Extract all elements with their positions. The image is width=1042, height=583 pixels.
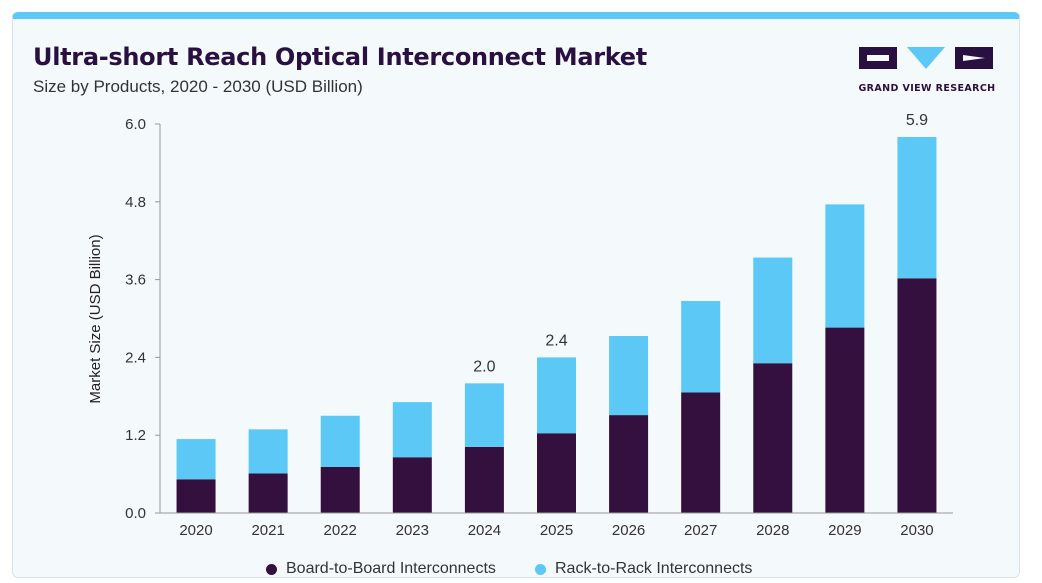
chart-subtitle: Size by Products, 2020 - 2030 (USD Billi… (33, 77, 363, 96)
legend-item-board: Board-to-Board Interconnects (266, 560, 496, 577)
legend-swatch-board (266, 563, 277, 575)
y-tick-label: 1.2 (125, 427, 146, 444)
logo-mark-icon (859, 47, 993, 69)
x-tick-label: 2028 (756, 522, 789, 539)
bar-rack-to-rack (753, 257, 793, 364)
bar-rack-to-rack (537, 357, 576, 434)
x-tick-label: 2020 (179, 522, 212, 539)
legend-label-rack: Rack-to-Rack Interconnects (555, 560, 753, 577)
bar-board-to-board (537, 433, 576, 513)
bar-rack-to-rack (609, 336, 649, 416)
grand-view-research-logo: GRAND VIEW RESEARCH (857, 45, 997, 95)
x-tick-label: 2029 (828, 522, 861, 539)
logo-text: GRAND VIEW RESEARCH (858, 83, 996, 94)
bar-board-to-board (825, 327, 865, 513)
bar-board-to-board (897, 278, 937, 513)
x-tick-label: 2026 (612, 522, 645, 539)
legend-item-rack: Rack-to-Rack Interconnects (535, 560, 753, 577)
bar-rack-to-rack (464, 383, 504, 447)
bar-board-to-board (320, 466, 360, 513)
bar-board-to-board (464, 446, 504, 513)
y-tick-label: 4.8 (125, 194, 146, 211)
bar-board-to-board (176, 479, 216, 513)
y-axis-title: Market Size (USD Billion) (87, 234, 104, 403)
bars (176, 136, 937, 513)
bar-total-label: 2.4 (545, 332, 567, 349)
x-axis-ticks: 2020 2021 2022 2023 2024 2025 2026 2027 2028 2029… (179, 522, 933, 539)
y-tick-label: 3.6 (125, 272, 146, 289)
chart-card: Ultra-short Reach Optical Interconnect M… (12, 12, 1020, 578)
bar-total-label: 5.9 (906, 112, 928, 129)
bar-rack-to-rack (681, 300, 721, 393)
bar-rack-to-rack (320, 415, 360, 467)
bar-board-to-board (609, 415, 649, 513)
bar-board-to-board (753, 363, 793, 513)
bar-rack-to-rack (176, 439, 216, 480)
chart-legend: Board-to-Board Interconnects Rack-to-Rac… (13, 560, 1019, 577)
bar-rack-to-rack (897, 136, 937, 279)
x-tick-label: 2021 (251, 522, 284, 539)
y-tick-label: 6.0 (125, 116, 146, 133)
y-axis-ticks: 0.0 1.2 2.4 3.6 4.8 6.0 (125, 116, 160, 522)
bar-rack-to-rack (248, 429, 288, 474)
legend-label-board: Board-to-Board Interconnects (286, 560, 496, 577)
y-axis-label: Market Size (USD Billion) (87, 234, 104, 403)
x-tick-label: 2024 (468, 522, 501, 539)
bar-rack-to-rack (825, 204, 865, 328)
bar-total-label: 2.0 (473, 358, 495, 375)
bar-board-to-board (248, 473, 288, 513)
data-labels: 2.0 2.4 5.9 (473, 112, 928, 375)
legend-swatch-rack (535, 563, 546, 575)
x-tick-label: 2022 (324, 522, 357, 539)
x-tick-label: 2023 (396, 522, 429, 539)
x-tick-label: 2030 (900, 522, 933, 539)
bar-board-to-board (681, 392, 721, 513)
chart-plot: Market Size (USD Billion) 0.0 1.2 2.4 3.6 4.… (87, 112, 953, 539)
x-tick-label: 2025 (540, 522, 573, 539)
bar-board-to-board (392, 457, 432, 513)
chart-title: Ultra-short Reach Optical Interconnect M… (33, 43, 647, 71)
bar-rack-to-rack (392, 402, 432, 458)
y-tick-label: 0.0 (125, 505, 146, 522)
y-tick-label: 2.4 (125, 349, 146, 366)
x-tick-label: 2027 (684, 522, 717, 539)
